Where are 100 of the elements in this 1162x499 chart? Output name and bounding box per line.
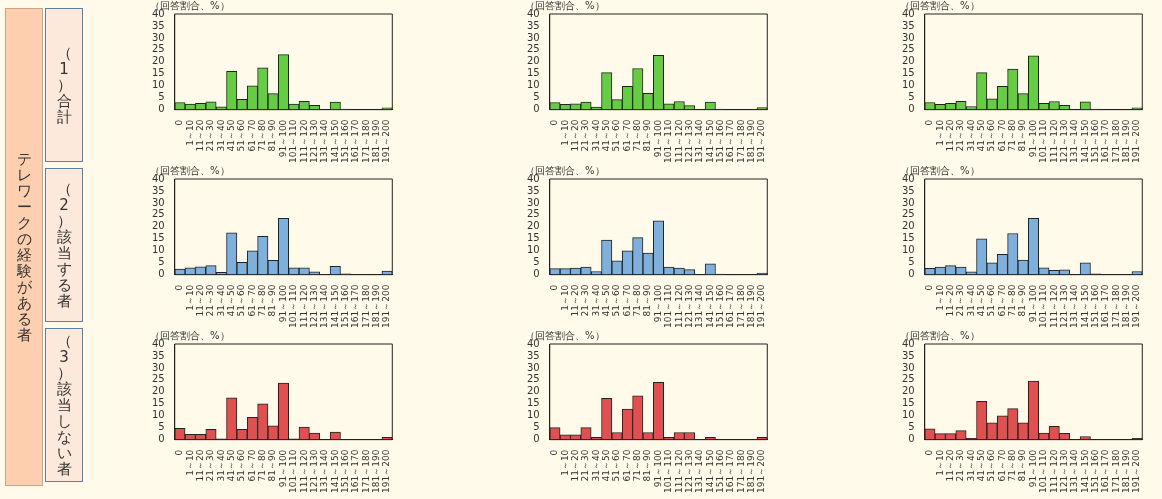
y-tick-label: 5 xyxy=(158,256,165,268)
x-tick-label: 51～60 xyxy=(986,284,997,317)
x-tick-label: 81～90 xyxy=(642,284,653,317)
x-tick-label: 171～180 xyxy=(360,284,371,328)
x-tick-label: 101～110 xyxy=(288,119,299,163)
y-tick-label: 30 xyxy=(901,31,915,43)
x-tick-label: 21～30 xyxy=(955,284,966,317)
y-tick-label: 25 xyxy=(151,208,165,220)
x-tick-label: 31～40 xyxy=(590,119,601,152)
x-tick-label: 0 xyxy=(174,119,185,126)
x-tick-label: 0 xyxy=(174,449,185,456)
y-tick-label: 20 xyxy=(526,385,540,397)
x-tick-label: 161～170 xyxy=(350,449,361,493)
x-tick-label: 0 xyxy=(549,119,560,126)
x-tick-label: 141～150 xyxy=(329,284,340,328)
x-tick-label: 91～100 xyxy=(1027,449,1038,488)
x-tick-label: 91～100 xyxy=(652,449,663,488)
x-tick-label: 161～170 xyxy=(725,119,736,163)
y-tick-label: 0 xyxy=(533,433,540,445)
x-tick-label: 0 xyxy=(924,449,935,456)
x-tick-label: 1～10 xyxy=(184,284,195,311)
x-tick-label: 21～30 xyxy=(205,449,216,482)
x-tick-label: 91～100 xyxy=(277,449,288,488)
x-tick-label: 111～120 xyxy=(673,284,684,328)
x-tick-label: 131～140 xyxy=(694,284,705,328)
x-tick-label: 181～190 xyxy=(746,449,757,493)
text: （2）該当する者 xyxy=(56,180,72,310)
x-tick-label: 131～140 xyxy=(694,449,705,493)
x-tick-label: 191～200 xyxy=(381,119,392,163)
x-tick-label: 181～190 xyxy=(371,449,382,493)
y-tick-label: 30 xyxy=(151,31,165,43)
y-tick-label: 10 xyxy=(151,409,165,421)
x-tick-label: 71～80 xyxy=(257,449,268,482)
x-tick-label: 91～100 xyxy=(1027,119,1038,158)
y-tick-label: 20 xyxy=(151,55,165,67)
x-tick-label: 61～70 xyxy=(621,449,632,482)
x-tick-label: 101～110 xyxy=(1038,284,1049,328)
y-tick-label: 0 xyxy=(908,433,915,445)
y-tick-label: 25 xyxy=(901,208,915,220)
x-tick-label: 191～200 xyxy=(1131,449,1142,493)
y-tick-label: 0 xyxy=(158,268,165,280)
y-tick-label: 20 xyxy=(901,55,915,67)
x-tick-label: 151～160 xyxy=(715,119,726,163)
x-tick-label: 1～10 xyxy=(934,284,945,311)
x-tick-label: 161～170 xyxy=(1100,119,1111,163)
y-tick-label: 25 xyxy=(151,373,165,385)
x-tick-label: 161～170 xyxy=(725,284,736,328)
x-tick-label: 41～50 xyxy=(601,284,612,317)
x-tick-label: 81～90 xyxy=(267,119,278,152)
x-tick-label: 171～180 xyxy=(1110,119,1121,163)
y-tick-label: 0 xyxy=(533,103,540,115)
x-tick-label: 81～90 xyxy=(642,449,653,482)
x-tick-label: 191～200 xyxy=(756,449,767,493)
x-tick-label: 131～140 xyxy=(1069,449,1080,493)
x-tick-label: 151～160 xyxy=(1090,119,1101,163)
y-tick-label: 35 xyxy=(151,19,165,31)
x-tick-label: 11～20 xyxy=(944,119,955,152)
x-tick-label: 81～90 xyxy=(267,449,278,482)
x-tick-label: 161～170 xyxy=(725,449,736,493)
x-tick-label: 21～30 xyxy=(205,119,216,152)
x-tick-label: 101～110 xyxy=(663,284,674,328)
y-tick-label: 10 xyxy=(151,244,165,256)
x-tick-label: 101～110 xyxy=(663,449,674,493)
y-tick-label: 10 xyxy=(526,79,540,91)
x-tick-label: 51～60 xyxy=(236,284,247,317)
y-tick-label: 30 xyxy=(151,361,165,373)
x-tick-label: 31～40 xyxy=(215,284,226,317)
y-tick-label: 30 xyxy=(526,361,540,373)
x-tick-label: 171～180 xyxy=(735,119,746,163)
x-tick-label: 71～80 xyxy=(257,284,268,317)
x-tick-label: 131～140 xyxy=(1069,284,1080,328)
y-tick-label: 0 xyxy=(908,268,915,280)
y-tick-label: 10 xyxy=(526,409,540,421)
x-tick-label: 61～70 xyxy=(246,119,257,152)
x-tick-label: 0 xyxy=(549,284,560,291)
x-tick-label: 0 xyxy=(549,449,560,456)
y-tick-label: 20 xyxy=(151,220,165,232)
y-tick-label: 0 xyxy=(533,268,540,280)
y-tick-label: 15 xyxy=(526,232,540,244)
x-tick-label: 71～80 xyxy=(1007,284,1018,317)
x-tick-label: 41～50 xyxy=(226,119,237,152)
x-tick-label: 121～130 xyxy=(308,284,319,328)
x-tick-label: 101～110 xyxy=(1038,449,1049,493)
x-tick-label: 191～200 xyxy=(756,284,767,328)
x-tick-label: 91～100 xyxy=(1027,284,1038,323)
x-tick-label: 11～20 xyxy=(569,284,580,317)
x-tick-label: 31～40 xyxy=(965,284,976,317)
x-tick-label: 91～100 xyxy=(277,284,288,323)
x-tick-label: 121～130 xyxy=(308,119,319,163)
x-tick-label: 101～110 xyxy=(1038,119,1049,163)
x-tick-label: 121～130 xyxy=(1058,449,1069,493)
x-tick-label: 111～120 xyxy=(673,449,684,493)
text: （1）合計 xyxy=(56,44,72,126)
x-tick-label: 71～80 xyxy=(257,119,268,152)
y-tick-label: 5 xyxy=(908,421,915,433)
x-tick-label: 121～130 xyxy=(683,119,694,163)
y-tick-label: 20 xyxy=(526,55,540,67)
x-tick-label: 111～120 xyxy=(298,449,309,493)
x-tick-label: 31～40 xyxy=(590,449,601,482)
y-tick-label: 15 xyxy=(151,397,165,409)
